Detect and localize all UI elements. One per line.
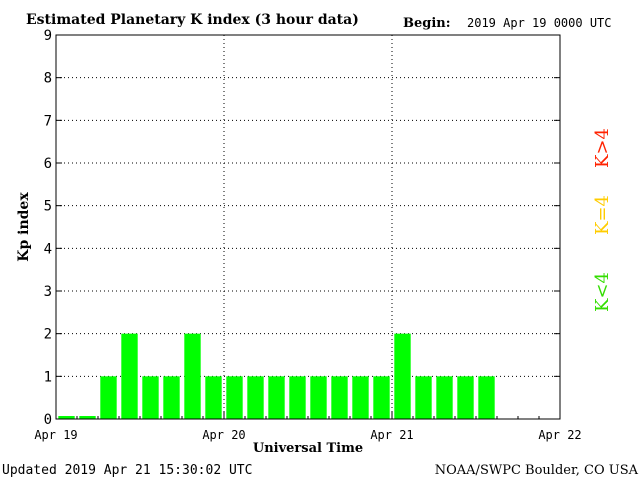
y-tick-label: 9 <box>44 28 52 44</box>
kp-bar <box>289 376 306 419</box>
y-tick-label: 7 <box>44 113 52 129</box>
legend-item-k-equal-4: K=4 <box>592 195 613 235</box>
y-tick-layer: 0 1 2 3 4 5 6 7 8 9 <box>44 28 560 428</box>
kp-bar <box>415 376 432 419</box>
chart-title: Estimated Planetary K index (3 hour data… <box>26 12 359 28</box>
kp-bar <box>163 376 180 419</box>
legend-item-k-less-4: K<4 <box>592 272 613 312</box>
kp-bar <box>79 416 96 419</box>
y-tick-label: 8 <box>44 71 52 87</box>
kp-bar <box>331 376 348 419</box>
kp-bar <box>247 376 264 419</box>
x-tick-label: Apr 22 <box>538 428 581 442</box>
source-credit: NOAA/SWPC Boulder, CO USA <box>435 463 639 478</box>
kp-bar <box>436 376 453 419</box>
kp-bar <box>310 376 327 419</box>
bar-layer <box>58 333 495 419</box>
y-tick-label: 2 <box>44 327 52 343</box>
x-tick-layer: Apr 19 Apr 20 Apr 21 Apr 22 <box>34 411 582 442</box>
updated-timestamp: Updated 2019 Apr 21 15:30:02 UTC <box>2 463 252 478</box>
kp-bar <box>478 376 495 419</box>
y-tick-label: 3 <box>44 284 52 300</box>
kp-bar <box>373 376 390 419</box>
kp-bar <box>268 376 285 419</box>
y-tick-label: 1 <box>44 369 52 385</box>
y-axis-label: Kp index <box>16 192 32 262</box>
kp-bar <box>121 333 138 419</box>
x-tick-label: Apr 21 <box>370 428 413 442</box>
kp-bar <box>394 333 411 419</box>
y-tick-label: 5 <box>44 199 52 215</box>
y-tick-label: 4 <box>44 241 52 257</box>
kp-bar <box>58 416 75 419</box>
kp-bar <box>184 333 201 419</box>
begin-label: Begin: <box>403 16 451 31</box>
grid-layer <box>56 35 560 419</box>
x-tick-label: Apr 19 <box>34 428 77 442</box>
kp-bar <box>352 376 369 419</box>
begin-value: 2019 Apr 19 0000 UTC <box>467 16 612 30</box>
x-axis-label: Universal Time <box>253 441 363 456</box>
kp-bar <box>226 376 243 419</box>
kp-bar <box>457 376 474 419</box>
x-tick-label: Apr 20 <box>202 428 245 442</box>
kp-bar <box>205 376 222 419</box>
kp-bar <box>142 376 159 419</box>
kp-bar <box>100 376 117 419</box>
legend-item-k-greater-4: K>4 <box>592 128 613 168</box>
y-tick-label: 0 <box>44 412 52 428</box>
y-tick-label: 6 <box>44 156 52 172</box>
